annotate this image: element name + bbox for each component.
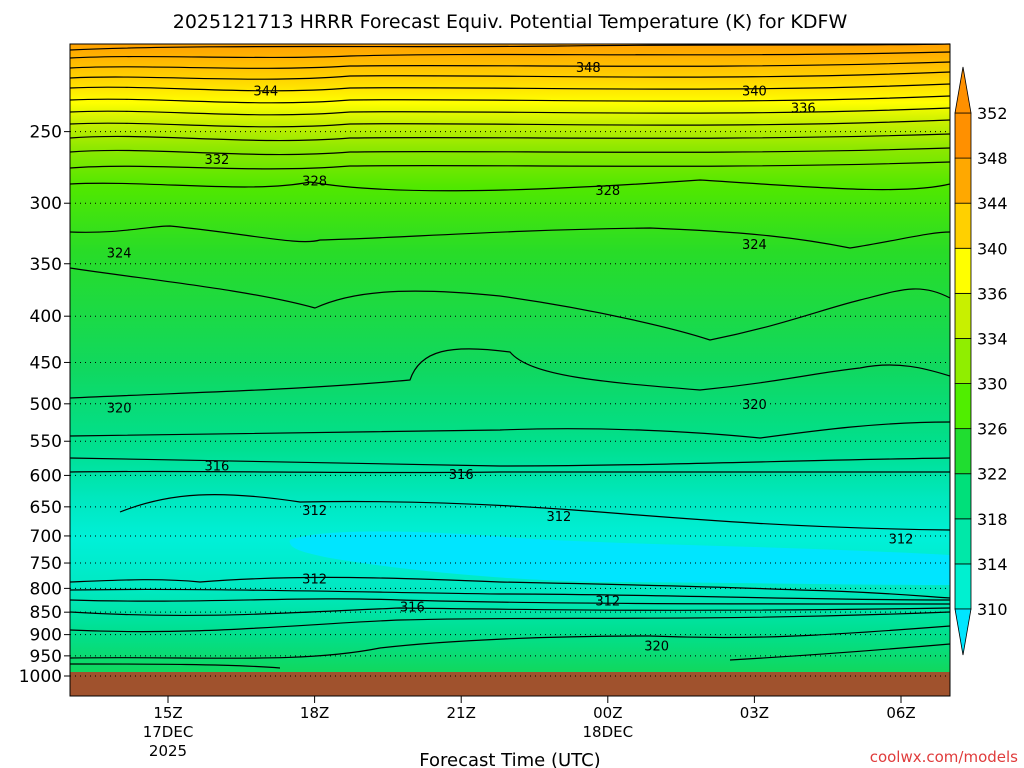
colorbar-bin-326 [954,383,972,430]
colorbar-label-344: 344 [977,194,1008,213]
y-tick-label-550: 550 [30,432,62,452]
x-tick-label-06Z: 06Z [886,704,915,722]
x-tick-label-18Z: 18Z [300,704,329,722]
colorbar-label-310: 310 [977,600,1008,619]
y-axis: 250 300 350 400 450 500 550 600 650 700 750 800 850 9… [19,123,70,687]
y-tick-label-650: 650 [30,498,62,518]
credit-text: coolwx.com/models [870,748,1018,766]
contour-label: 312 [302,504,327,519]
colorbar-label-340: 340 [977,239,1008,258]
contour-label: 320 [644,639,669,654]
contour-label: 340 [742,84,767,99]
colorbar-bin-330 [954,338,972,384]
contour-label: 348 [576,61,601,76]
colorbar-label-326: 326 [977,420,1008,439]
min-theta-e-region [289,531,951,585]
colorbar: 310 314 318 322 326 330 334 336 340 344 348 352 [954,66,1008,656]
y-tick-label-800: 800 [30,579,62,599]
colorbar-bin-336 [954,247,972,294]
y-tick-label-1000: 1000 [19,667,62,687]
colorbar-bin-334 [954,292,972,339]
contour-label: 328 [302,174,327,189]
y-tick-label-500: 500 [30,395,62,415]
grid-lines [70,131,950,677]
colorbar-label-318: 318 [977,510,1008,529]
colorbar-extend-max [954,66,972,114]
x-tick-label-15Z: 15Z [153,704,182,722]
contour-label: 316 [204,459,229,474]
colorbar-label-352: 352 [977,104,1008,123]
contour-label: 336 [791,101,816,116]
x-axis-title: Forecast Time (UTC) [419,750,600,768]
y-tick-label-950: 950 [30,647,62,667]
colorbar-label-330: 330 [977,375,1008,394]
y-tick-label-750: 750 [30,554,62,574]
y-tick-label-450: 450 [30,353,62,373]
contour-label: 312 [889,533,914,548]
colorbar-bin-340 [954,202,972,249]
contour-label: 344 [253,84,278,99]
colorbar-bin-344 [954,157,972,204]
x-tick-date-15Z: 17DEC [143,723,194,741]
y-tick-label-400: 400 [30,307,62,327]
x-tick-label-21Z: 21Z [447,704,476,722]
x-tick-date-00Z: 18DEC [583,723,634,741]
colorbar-label-334: 334 [977,329,1008,348]
colorbar-label-336: 336 [977,284,1008,303]
colorbar-extend-min [954,608,972,656]
y-tick-label-350: 350 [30,255,62,275]
y-tick-label-850: 850 [30,603,62,623]
chart-title: 2025121713 HRRR Forecast Equiv. Potentia… [173,11,848,33]
contour-label: 320 [107,402,132,417]
contour-labels: 348 344 340 336 332 328 328 324 324 320 320 316 316 3… [107,61,914,655]
colorbar-bin-314 [954,518,972,565]
colorbar-label-322: 322 [977,465,1008,484]
contour-label: 316 [400,601,425,616]
y-tick-label-700: 700 [30,527,62,547]
y-tick-label-300: 300 [30,194,62,214]
colorbar-bin-318 [954,473,972,520]
plot-border [69,43,951,697]
y-tick-label-900: 900 [30,626,62,646]
contour-lines [69,43,951,669]
x-tick-label-00Z: 00Z [593,704,622,722]
y-tick-label-600: 600 [30,466,62,486]
contour-label: 316 [449,468,474,483]
y-tick-label-250: 250 [30,123,62,143]
x-tick-year-15Z: 2025 [149,742,187,760]
colorbar-bin-310 [954,563,972,610]
contour-label: 328 [595,184,620,199]
contour-label: 312 [302,572,327,587]
contour-label: 312 [547,510,572,525]
colorbar-bin-322 [954,428,972,475]
contour-label: 332 [204,153,229,168]
colorbar-label-314: 314 [977,555,1008,574]
contour-label: 320 [742,398,767,413]
contour-label: 324 [742,238,767,253]
contour-label: 324 [107,246,132,261]
colorbar-label-348: 348 [977,149,1008,168]
x-tick-label-03Z: 03Z [740,704,769,722]
contour-label: 312 [595,594,620,609]
colorbar-bin-348 [954,112,972,159]
